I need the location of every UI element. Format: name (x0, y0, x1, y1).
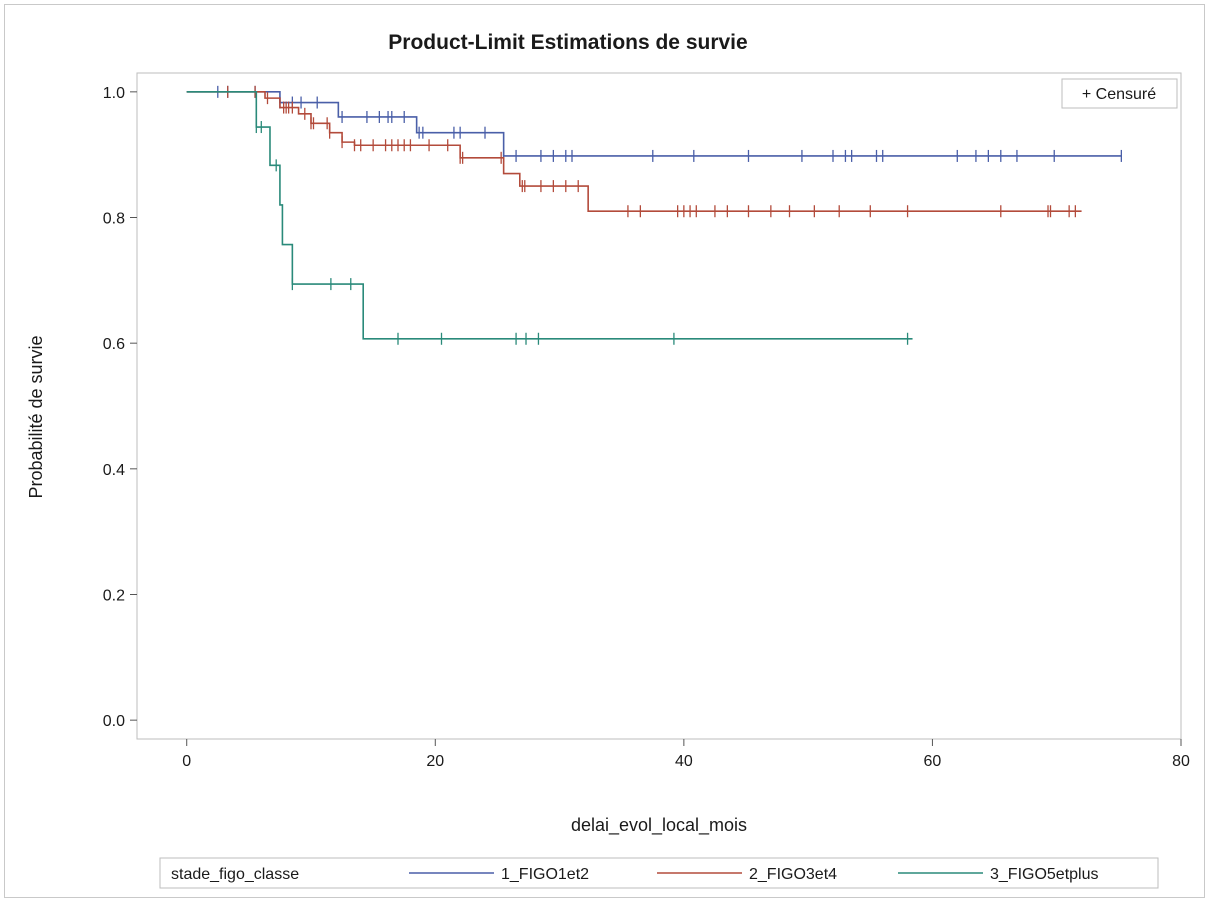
x-axis-label: delai_evol_local_mois (571, 815, 747, 836)
legend-label: 1_FIGO1et2 (501, 866, 589, 883)
chart-frame: Product-Limit Estimations de survie 0 20 4… (4, 4, 1205, 898)
x-tick-label: 80 (1172, 753, 1190, 770)
series-2 (186, 85, 1082, 218)
x-tick-label: 0 (182, 753, 191, 770)
chart-title: Product-Limit Estimations de survie (388, 31, 747, 54)
x-tick-label: 40 (675, 753, 693, 770)
x-tick-label: 20 (426, 753, 444, 770)
y-axis-label: Probabilité de survie (26, 335, 46, 498)
series-layer (186, 85, 1122, 345)
plot-area (136, 72, 1182, 740)
y-tick-label: 0.4 (103, 462, 125, 479)
legend-items: 1_FIGO1et2 2_FIGO3et4 3_FIGO5etplus (409, 866, 1099, 883)
series-3 (186, 91, 913, 345)
y-tick-label: 1.0 (103, 85, 125, 102)
censor-legend-box (1061, 78, 1178, 109)
censor-legend-label: + Censuré (1082, 86, 1156, 103)
series-legend: stade_figo_classe 1_FIGO1et2 2_FIGO3et4 3_… (159, 857, 1159, 889)
censor-legend: + Censuré (1061, 78, 1178, 109)
legend-label: 3_FIGO5etplus (990, 866, 1099, 883)
legend-title: stade_figo_classe (171, 866, 299, 883)
survival-curve (186, 91, 1082, 213)
legend-label: 2_FIGO3et4 (749, 866, 837, 883)
survival-chart: Product-Limit Estimations de survie 0 20 4… (26, 31, 1190, 889)
y-tick-label: 0.2 (103, 587, 125, 604)
survival-curve (186, 91, 913, 340)
axes: 0 20 40 60 80 0.0 0.2 0.4 0.6 0.8 1.0 (103, 85, 1190, 770)
x-tick-label: 60 (924, 753, 942, 770)
y-tick-label: 0.8 (103, 211, 125, 228)
y-tick-label: 0.6 (103, 336, 125, 353)
y-tick-label: 0.0 (103, 713, 125, 730)
